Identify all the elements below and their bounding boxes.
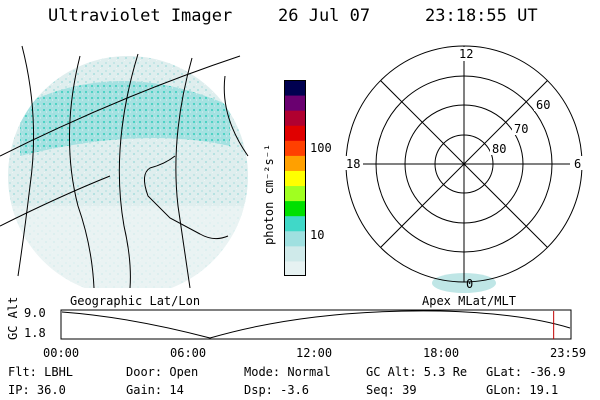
mlt-label-0: 0 xyxy=(466,277,473,291)
time-label: 23:18:55 UT xyxy=(425,6,538,26)
mlt-label-6: 6 xyxy=(574,157,581,171)
geographic-image-panel xyxy=(0,45,249,288)
mlt-label-18: 18 xyxy=(346,157,360,171)
colorbar-stripe xyxy=(284,155,306,171)
filter-info: Flt: LBHL xyxy=(8,365,74,379)
time-tick-0600: 06:00 xyxy=(170,346,207,360)
auroral-emission xyxy=(432,273,496,293)
colorbar-stripe xyxy=(284,230,306,247)
colorbar-stripe xyxy=(284,260,306,276)
time-tick-0000: 00:00 xyxy=(43,346,80,360)
geo-panel-title: Geographic Lat/Lon xyxy=(70,294,201,308)
mlt-label-12: 12 xyxy=(459,47,473,61)
seq-info: Seq: 39 xyxy=(366,383,417,397)
app-title: Ultraviolet Imager xyxy=(48,6,233,26)
coastline xyxy=(144,155,229,240)
lat-lon-grid xyxy=(0,45,249,288)
colorbar xyxy=(284,80,306,276)
gain-info: Gain: 14 xyxy=(126,383,184,397)
altitude-timeline xyxy=(60,309,572,340)
colorbar-stripe xyxy=(284,125,306,141)
time-tick-1200: 12:00 xyxy=(296,346,333,360)
mlat-label-80: 80 xyxy=(492,142,506,156)
ip-info: IP: 36.0 xyxy=(8,383,66,397)
time-tick-1800: 18:00 xyxy=(423,346,460,360)
gc-alt-info: GC Alt: 5.3 Re xyxy=(366,365,468,379)
colorbar-tick-100: 100 xyxy=(310,141,332,155)
colorbar-stripe xyxy=(284,185,306,202)
apex-panel-title: Apex MLat/MLT xyxy=(422,294,516,308)
door-info: Door: Open xyxy=(126,365,199,379)
mlat-label-60: 60 xyxy=(536,98,550,112)
date-label: 26 Jul 07 xyxy=(278,6,371,26)
altitude-tick-min: 1.8 xyxy=(24,326,46,340)
colorbar-tick-10: 10 xyxy=(310,228,325,242)
mlat-label-70: 70 xyxy=(514,122,528,136)
polar-plot: 12 6 0 18 60 70 80 xyxy=(343,45,584,293)
colorbar-stripe xyxy=(284,200,306,217)
time-tick-2359: 23:59 xyxy=(550,346,587,360)
dsp-info: Dsp: -3.6 xyxy=(244,383,310,397)
colorbar-stripe xyxy=(284,170,306,187)
colorbar-stripe xyxy=(284,140,306,156)
uv-image xyxy=(8,56,248,288)
colorbar-stripe xyxy=(284,215,306,232)
mode-info: Mode: Normal xyxy=(244,365,331,379)
glat-info: GLat: -36.9 xyxy=(486,365,566,379)
colorbar-stripe xyxy=(284,245,306,262)
colorbar-stripe xyxy=(284,95,306,111)
colorbar-stripe xyxy=(284,110,306,126)
altitude-tick-max: 9.0 xyxy=(24,306,46,320)
colorbar-unit-label: photon cm⁻²s⁻¹ xyxy=(262,143,276,245)
glon-info: GLon: 19.1 xyxy=(486,383,559,397)
altitude-curve xyxy=(61,310,571,339)
colorbar-stripe xyxy=(284,80,306,96)
altitude-axis-label: GC Alt xyxy=(6,296,20,340)
